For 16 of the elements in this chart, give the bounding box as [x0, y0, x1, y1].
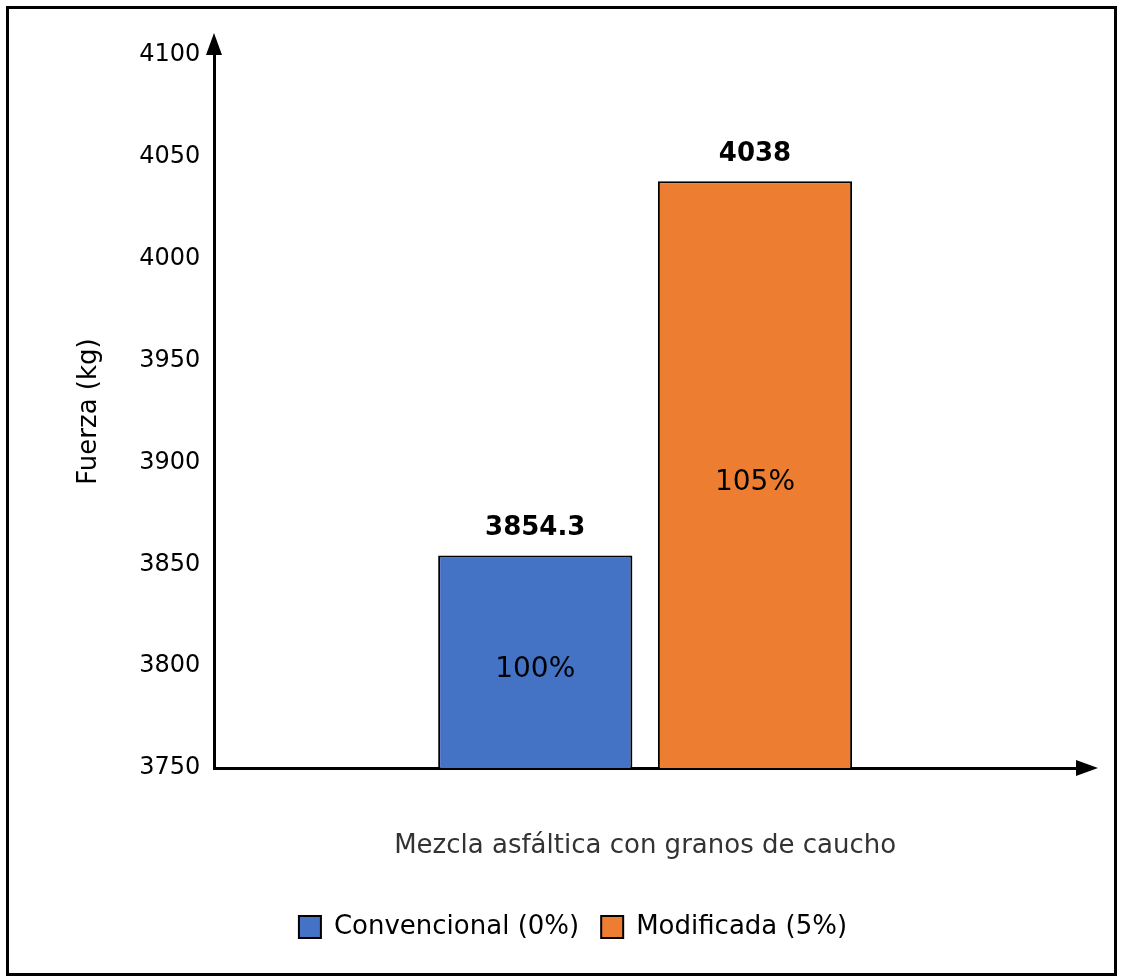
y-axis-title: Fuerza (kg): [72, 338, 103, 485]
legend-label: Convencional (0%): [333, 909, 580, 940]
annotation: 105%: [714, 463, 796, 497]
y-tick-label: 3750: [139, 752, 201, 781]
y-tick-label: 4100: [139, 39, 201, 68]
legend-label: Modificada (5%): [636, 909, 848, 940]
x-axis-title: Mezcla asfáltica con granos de caucho: [394, 829, 897, 860]
y-tick-label: 4000: [139, 242, 201, 271]
data-label: 4038: [718, 137, 792, 168]
y-tick-label: 3900: [139, 446, 201, 475]
y-tick-label: 3800: [139, 650, 201, 679]
y-tick-label: 4050: [139, 141, 201, 170]
y-tick-label: 3850: [139, 548, 201, 577]
y-tick-label: 3950: [139, 344, 201, 373]
data-label: 3854.3: [485, 511, 586, 542]
annotation: 100%: [495, 651, 576, 685]
